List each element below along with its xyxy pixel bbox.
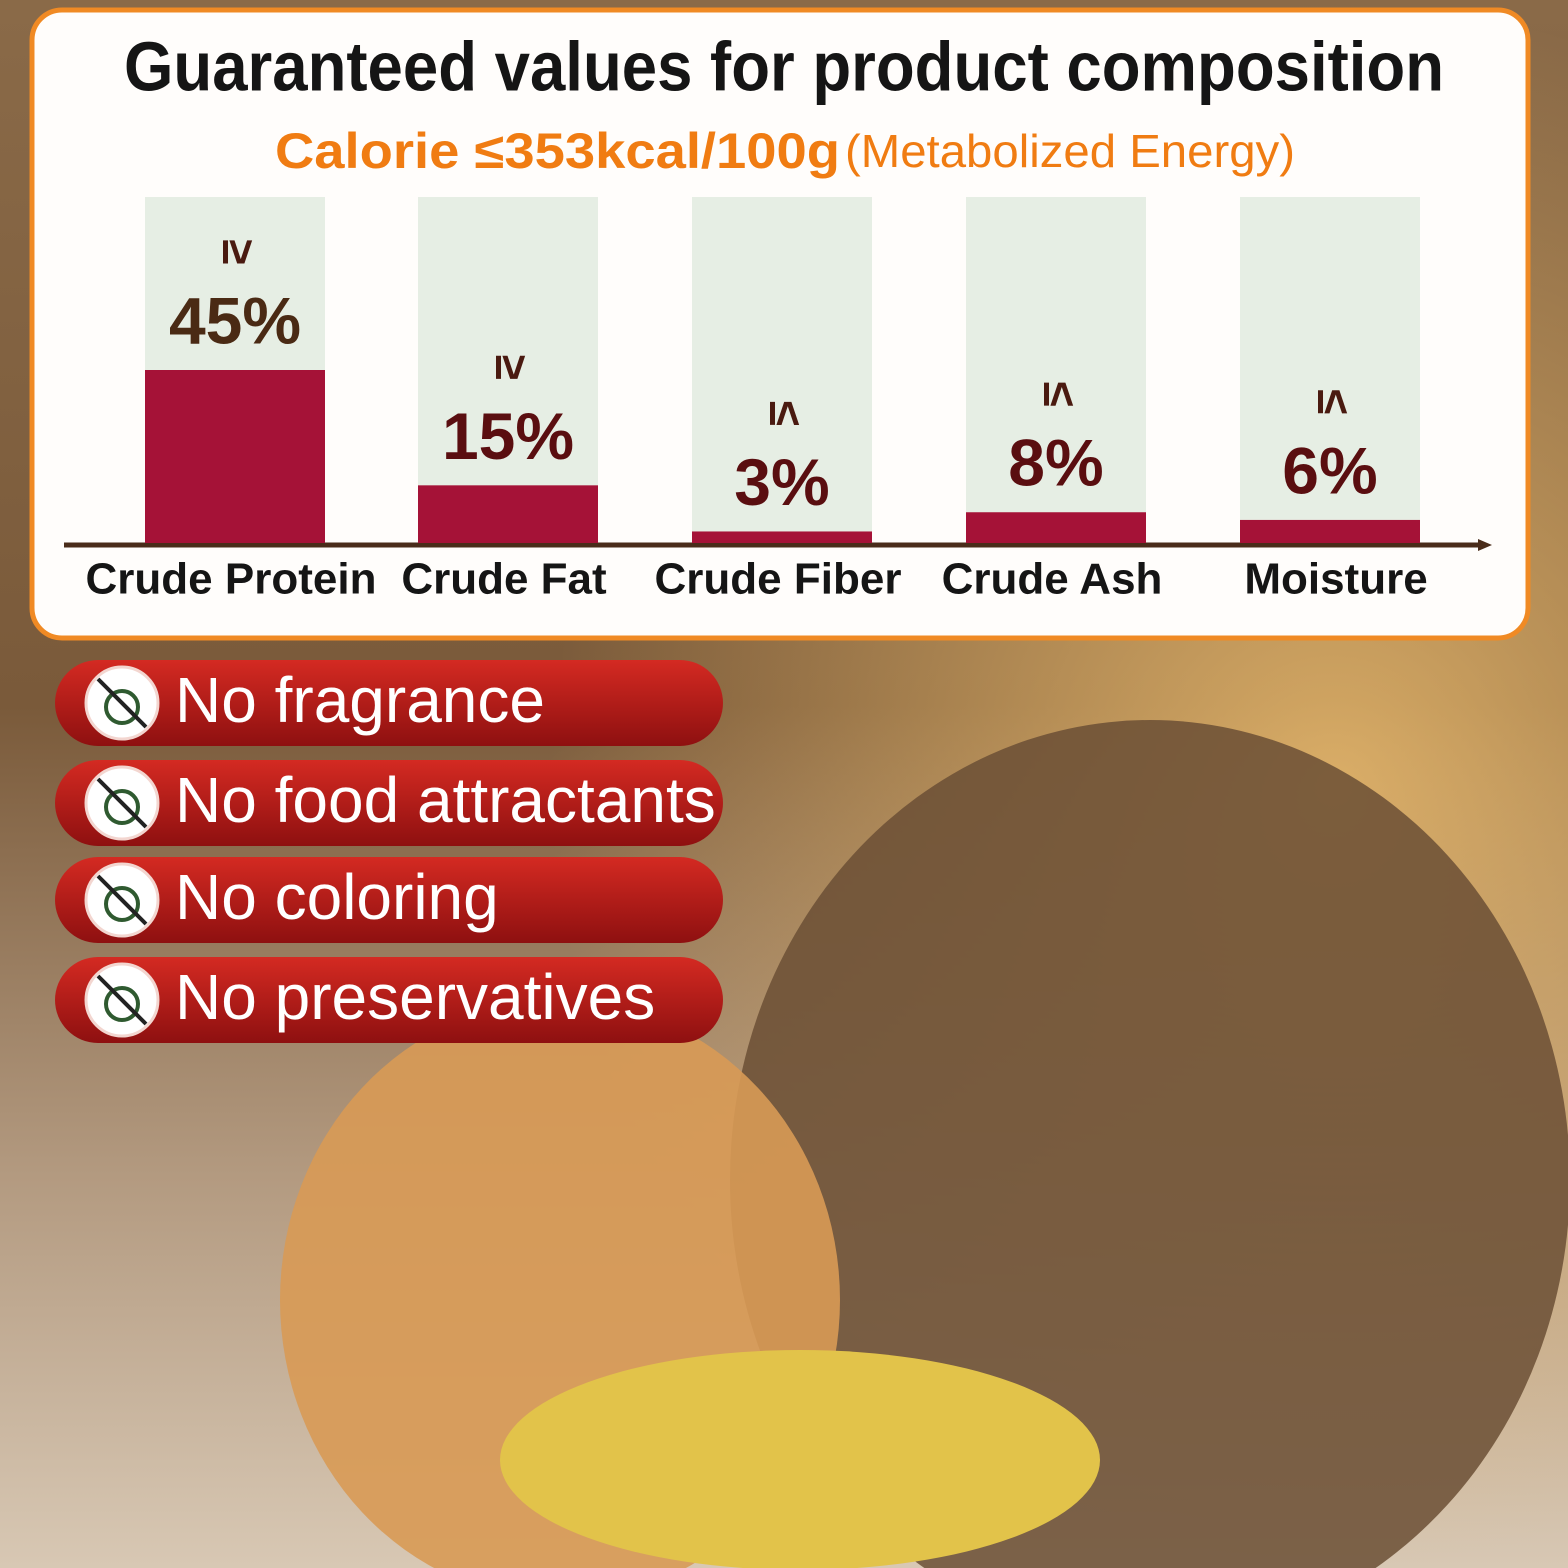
feature-pill (55, 660, 723, 746)
feature-text: No coloring (175, 861, 499, 933)
feature-text: No fragrance (175, 664, 545, 736)
column-background (1240, 197, 1420, 543)
bar (145, 370, 325, 543)
value-relation: ≤ (1034, 382, 1086, 407)
treats (500, 1350, 1100, 1568)
column-background (966, 197, 1146, 543)
x-tick-label: Crude Fat (401, 555, 607, 604)
feature-icon-symbol (104, 789, 140, 825)
value-relation: ≤ (1308, 389, 1360, 414)
value-relation: ≥ (213, 239, 265, 264)
bar (692, 531, 872, 543)
x-tick-label: Crude Protein (86, 555, 377, 604)
bar (1240, 519, 1420, 543)
feature-pill (55, 760, 723, 846)
x-axis-arrow (1478, 539, 1492, 551)
feature-text: No food attractants (175, 764, 716, 836)
feature-pill (55, 957, 723, 1043)
feature-icon-symbol (104, 689, 140, 725)
feature-icon-slash (96, 874, 148, 926)
value-label: 8% (1008, 426, 1103, 500)
value-label: 45% (169, 283, 301, 357)
feature-icon-symbol (104, 886, 140, 922)
feature-icon-slash (96, 777, 148, 829)
x-tick-label: Moisture (1244, 555, 1427, 604)
chart-subtitle: Calorie ≤353kcal/100g (275, 123, 840, 179)
cat-large (730, 720, 1568, 1568)
value-label: 3% (734, 445, 829, 519)
x-tick-label: Crude Fiber (655, 555, 902, 604)
x-tick-label: Crude Ash (942, 555, 1163, 604)
feature-text: No preservatives (175, 961, 655, 1033)
value-label: 6% (1282, 433, 1377, 507)
feature-icon-slash (96, 974, 148, 1026)
value-relation: ≥ (486, 355, 538, 380)
bar (418, 485, 598, 543)
bar (966, 512, 1146, 543)
chart-title: Guaranteed values for product compositio… (124, 27, 1444, 105)
feature-icon-symbol (104, 986, 140, 1022)
value-label: 15% (442, 399, 574, 473)
feature-icon-slash (96, 677, 148, 729)
chart-subtitle-note: (Metabolized Energy) (845, 125, 1295, 177)
value-relation: ≤ (760, 401, 812, 426)
feature-pill (55, 857, 723, 943)
column-background (692, 197, 872, 543)
